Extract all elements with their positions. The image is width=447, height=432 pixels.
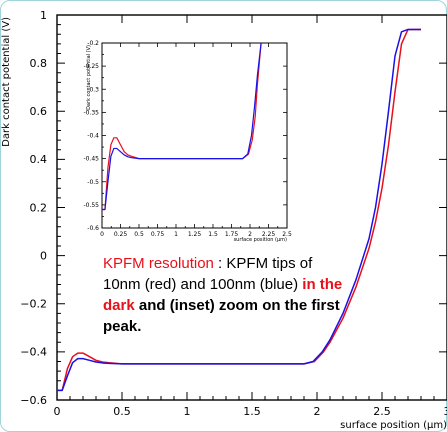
- main-x-tick-label: 3: [444, 405, 447, 418]
- inset-x-tick-label: 1.75: [225, 231, 239, 238]
- annotation-colon: :: [213, 255, 227, 272]
- main-x-axis-title: surface position (µm): [340, 420, 447, 431]
- inset-y-tick-label: -0.5: [87, 179, 99, 186]
- inset-x-tick-label: 1: [174, 231, 178, 238]
- inset-x-tick-label: 0.25: [114, 231, 128, 238]
- main-y-tick-label: 0.6: [30, 105, 48, 118]
- main-y-tick-label: 0: [40, 249, 47, 262]
- inset-series-blue: [102, 43, 262, 211]
- main-x-tick-label: 0: [54, 405, 61, 418]
- inset-x-tick-label: 2: [248, 231, 252, 238]
- inset-y-tick-label: -0.3: [87, 86, 99, 93]
- main-x-tick-label: 2: [314, 405, 321, 418]
- inset-x-tick-label: 0.75: [151, 231, 165, 238]
- inset-x-tick-label: 1.25: [188, 231, 202, 238]
- inset-x-tick-label: 2.5: [282, 231, 292, 238]
- main-x-tick-label: 0.5: [113, 405, 131, 418]
- main-y-axis-title: Dark contact potential (V): [1, 17, 12, 147]
- inset-y-axis-title: Dark contact potential (V): [86, 45, 92, 110]
- main-x-tick-label: 2.5: [373, 405, 391, 418]
- annotation-label: KPFM resolution: [103, 255, 214, 272]
- annotation-bold-red: in the dark: [103, 276, 343, 314]
- inset-x-tick-label: 0.5: [134, 231, 144, 238]
- main-x-tick-label: 1: [184, 405, 191, 418]
- annotation-text-1: KPFM tips of 10nm (red) and 100nm (blue): [103, 255, 313, 293]
- inset-x-tick-label: 2.25: [262, 231, 276, 238]
- main-y-tick-label: −0.4: [20, 346, 47, 359]
- main-y-tick-label: −0.6: [20, 394, 47, 407]
- annotation-text: KPFM resolution : KPFM tips of 10nm (red…: [103, 253, 343, 337]
- inset-y-tick-label: -0.25: [83, 63, 99, 70]
- inset-y-tick-label: -0.2: [87, 40, 99, 47]
- main-y-tick-label: 1: [40, 9, 47, 22]
- inset-y-tick-label: -0.55: [83, 202, 99, 209]
- inset-y-tick-label: -0.35: [83, 109, 99, 116]
- main-y-tick-label: 0.8: [30, 57, 48, 70]
- annotation-text-2: and (inset) zoom on the first peak.: [103, 297, 340, 335]
- inset-group: 0 0.25 0.5 0.75 1 1.25 1.5 1.75 2 2.25 2.5 -0.6 -0.5…: [83, 40, 291, 243]
- inset-y-tick-label: -0.4: [87, 133, 99, 140]
- main-y-tick-label: 0.4: [30, 153, 48, 166]
- inset-x-axis-title: surface position (µm): [234, 237, 287, 243]
- inset-x-tick-label: 0: [100, 231, 104, 238]
- inset-y-tick-label: -0.45: [83, 156, 99, 163]
- main-x-tick-label: 1.5: [243, 405, 261, 418]
- inset-y-tick-label: -0.6: [87, 225, 99, 232]
- main-y-tick-label: 0.2: [30, 201, 48, 214]
- inset-x-tick-label: 1.5: [208, 231, 218, 238]
- inset-series-red: [102, 43, 262, 211]
- main-series-blue: [57, 28, 421, 392]
- inset-plot-frame: [101, 42, 288, 229]
- main-y-tick-label: −0.2: [20, 298, 47, 311]
